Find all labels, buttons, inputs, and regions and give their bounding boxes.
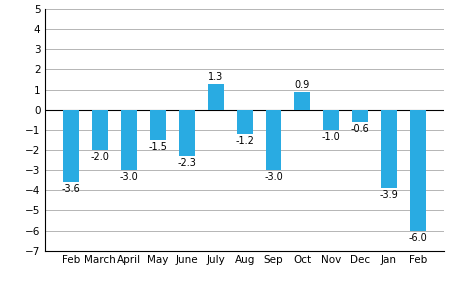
Bar bbox=[92, 110, 108, 150]
Bar bbox=[410, 110, 426, 230]
Bar bbox=[265, 110, 281, 170]
Bar bbox=[294, 92, 310, 110]
Bar bbox=[323, 110, 339, 130]
Text: 0.9: 0.9 bbox=[295, 80, 310, 90]
Text: -1.2: -1.2 bbox=[235, 136, 254, 146]
Text: -3.9: -3.9 bbox=[380, 190, 398, 200]
Bar bbox=[236, 110, 253, 134]
Bar bbox=[352, 110, 368, 122]
Text: -3.0: -3.0 bbox=[264, 172, 283, 182]
Bar bbox=[121, 110, 137, 170]
Bar bbox=[179, 110, 195, 156]
Text: -0.6: -0.6 bbox=[351, 124, 370, 134]
Text: -2.3: -2.3 bbox=[178, 158, 196, 168]
Text: -1.5: -1.5 bbox=[149, 142, 168, 152]
Text: -2.0: -2.0 bbox=[91, 152, 110, 162]
Bar bbox=[381, 110, 397, 188]
Text: 1.3: 1.3 bbox=[208, 72, 223, 82]
Text: -3.6: -3.6 bbox=[62, 184, 81, 194]
Text: -1.0: -1.0 bbox=[322, 132, 341, 142]
Bar bbox=[208, 84, 224, 110]
Bar bbox=[63, 110, 79, 182]
Text: -3.0: -3.0 bbox=[120, 172, 139, 182]
Bar bbox=[150, 110, 166, 140]
Text: -6.0: -6.0 bbox=[409, 233, 427, 243]
